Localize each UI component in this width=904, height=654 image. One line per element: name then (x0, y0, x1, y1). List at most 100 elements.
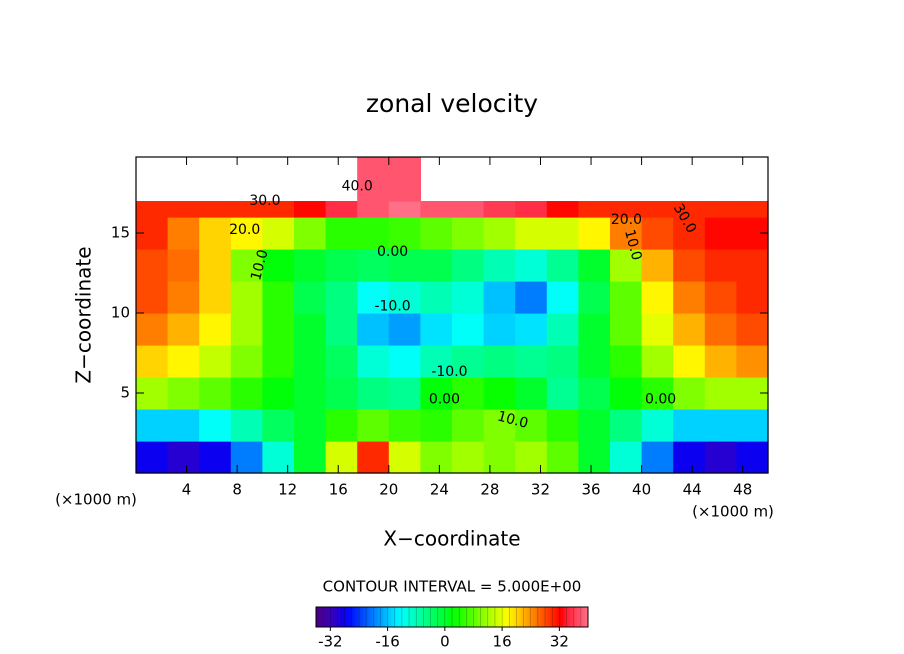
field-cell (199, 345, 232, 378)
field-cell (294, 441, 327, 474)
field-cell (704, 441, 737, 474)
field-cell (136, 281, 169, 314)
field-cell (262, 217, 295, 250)
field-cell (515, 441, 548, 474)
field-cell (515, 201, 548, 218)
field-cell (704, 249, 737, 282)
field-cell (199, 249, 232, 282)
field-cell (546, 281, 579, 314)
field-cell (736, 281, 769, 314)
field-cell (357, 377, 390, 410)
field-cell (167, 377, 200, 410)
field-cell (262, 281, 295, 314)
field-cell (578, 313, 611, 346)
field-cell (357, 441, 390, 474)
field-cell (483, 377, 516, 410)
field-cell (388, 217, 421, 250)
field-cell (546, 201, 579, 218)
colorbar-tick-label: 0 (440, 633, 450, 651)
contour-label: -10.0 (374, 299, 410, 315)
field-cell (230, 345, 263, 378)
field-cell (325, 217, 358, 250)
field-cell (736, 201, 769, 218)
y-axis-label: Z−coordinate (72, 246, 96, 383)
field-cell (673, 441, 706, 474)
x-tick-label: 40 (632, 481, 651, 499)
field-cell (167, 217, 200, 250)
field-cell (388, 313, 421, 346)
field-cell (704, 281, 737, 314)
contour-label: 20.0 (611, 212, 642, 228)
field-cell (452, 201, 485, 218)
contour-label: -10.0 (431, 364, 467, 380)
chart-title: zonal velocity (366, 89, 538, 118)
field-cell (641, 281, 674, 314)
field-cell (294, 409, 327, 442)
field-cell (610, 377, 643, 410)
field-cell (452, 345, 485, 378)
field-cell (515, 345, 548, 378)
field-cell (388, 345, 421, 378)
field-cell (388, 201, 421, 218)
field-cell (199, 313, 232, 346)
field-cell (546, 345, 579, 378)
field-cell (704, 377, 737, 410)
field-cell (294, 377, 327, 410)
field-cell (704, 217, 737, 250)
field-cell (357, 249, 390, 282)
field-cell (357, 157, 390, 202)
field-cell (357, 313, 390, 346)
field-cell (294, 249, 327, 282)
field-cell (262, 377, 295, 410)
field-cell (230, 217, 263, 250)
field-cell (294, 345, 327, 378)
field-cell (167, 409, 200, 442)
field-cell (546, 313, 579, 346)
x-tick-label: 20 (379, 481, 398, 499)
field-cell (199, 441, 232, 474)
field-cell (483, 201, 516, 218)
contour-label: 40.0 (342, 179, 373, 195)
field-cell (452, 409, 485, 442)
field-cell (736, 249, 769, 282)
field-cell (673, 217, 706, 250)
field-cell (262, 409, 295, 442)
field-cell (388, 409, 421, 442)
field-cell (199, 201, 232, 218)
field-cell (578, 201, 611, 218)
field-cell (388, 249, 421, 282)
field-cell (578, 345, 611, 378)
plot-frame (135, 156, 769, 474)
field-cell (546, 441, 579, 474)
field-cell (388, 377, 421, 410)
field-cell (546, 217, 579, 250)
contour-label: 10.0 (248, 248, 272, 282)
field-cell (452, 249, 485, 282)
field-cell (578, 441, 611, 474)
field-cell (357, 281, 390, 314)
x-tick-label: 12 (278, 481, 297, 499)
field-cell (420, 249, 453, 282)
field-cell (578, 249, 611, 282)
field-cell (736, 313, 769, 346)
field-cell (704, 345, 737, 378)
field-cell (641, 441, 674, 474)
field-cell (388, 281, 421, 314)
field-cell (610, 441, 643, 474)
field-cell (483, 313, 516, 346)
field-cell (262, 441, 295, 474)
field-cell (294, 201, 327, 218)
x-unit-label: (×1000 m) (692, 503, 774, 521)
field-cell (641, 345, 674, 378)
field-cell (610, 313, 643, 346)
contour-label: 0.00 (429, 391, 460, 407)
field-cell (704, 201, 737, 218)
field-cell (325, 281, 358, 314)
field-cell (515, 281, 548, 314)
x-tick-label: 36 (581, 481, 600, 499)
field-cell (136, 249, 169, 282)
field-cell (325, 313, 358, 346)
field-cell (483, 345, 516, 378)
field-cell (325, 409, 358, 442)
field-cell (641, 313, 674, 346)
